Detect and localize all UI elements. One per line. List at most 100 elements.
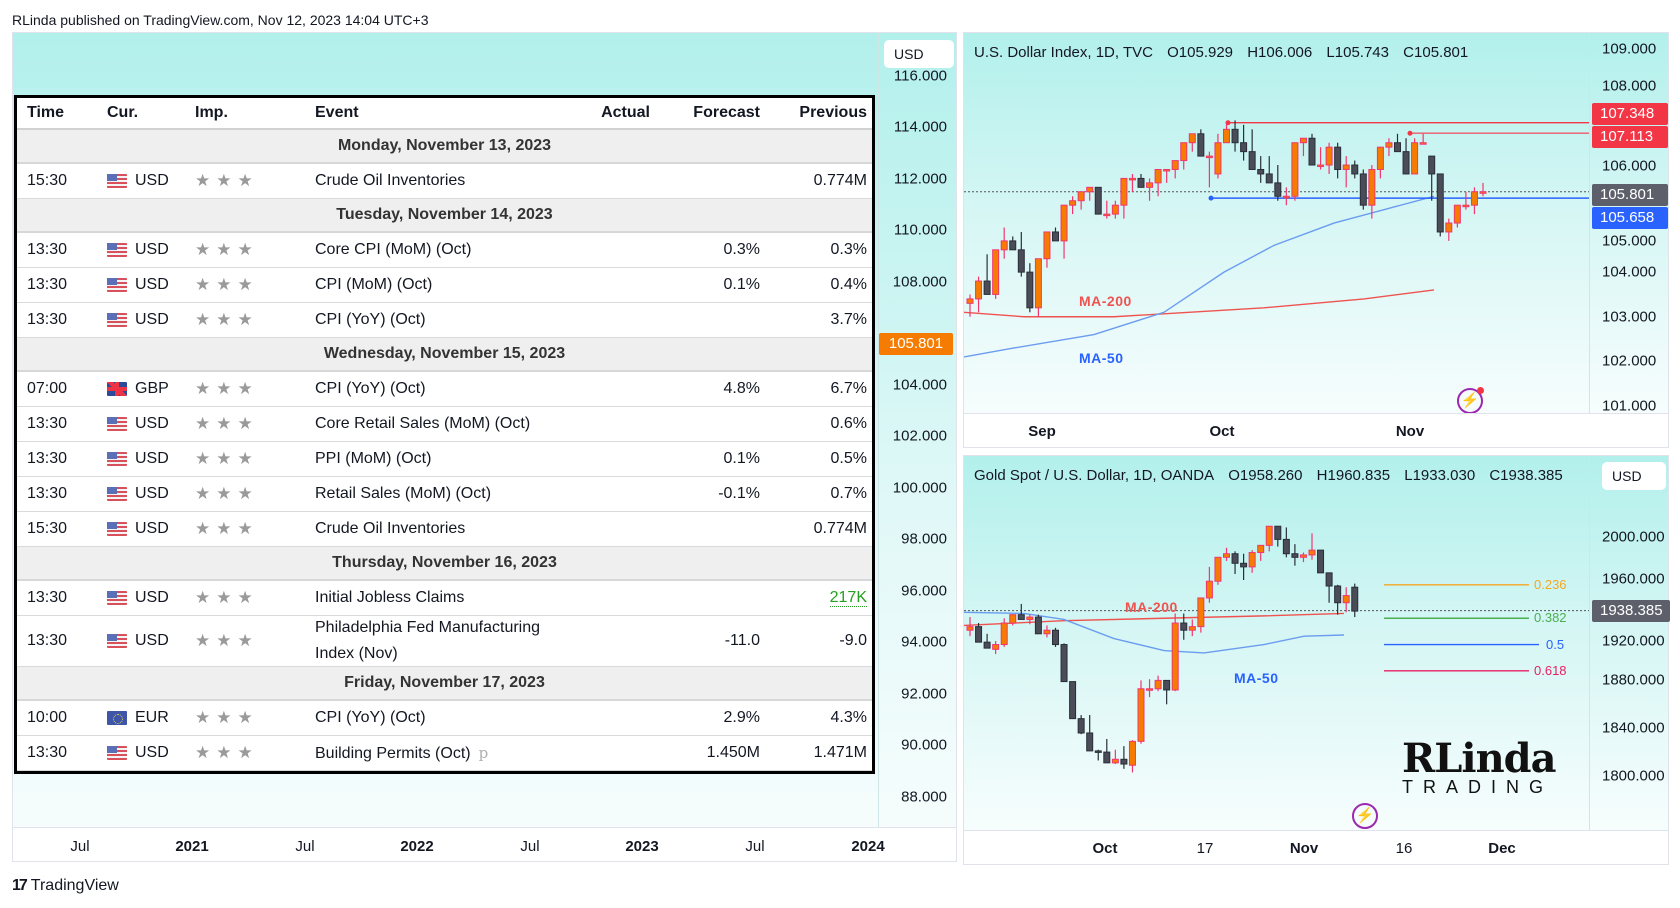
table-row[interactable]: 15:30 USD ★ ★ ★ Crude Oil Inventories 0.774M [17, 164, 872, 199]
candle [1231, 551, 1239, 575]
event-title[interactable]: CPI (YoY) (Oct) [315, 380, 426, 397]
star-icon: ★ [216, 171, 232, 190]
event-title[interactable]: Initial Jobless Claims [315, 589, 465, 606]
candle [1470, 187, 1478, 215]
event-name[interactable]: CPI (YoY) (Oct) [315, 307, 570, 333]
candle [1069, 681, 1077, 720]
event-title[interactable]: Building Permits (Oct) [315, 744, 471, 762]
lightning-icon[interactable]: ⚡ [1457, 387, 1484, 413]
table-row[interactable]: 13:30 USD ★ ★ ★ PPI (MoM) (Oct) 0.1% 0.5% [17, 442, 872, 477]
dxy-plot-area[interactable]: U.S. Dollar Index, 1D, TVC O105.929 H106… [964, 33, 1589, 413]
dxy-time-axis[interactable]: Sep Oct Nov [964, 413, 1668, 447]
time-tick-label: Nov [1289, 840, 1319, 857]
candle [1060, 204, 1068, 259]
event-name[interactable]: PPI (MoM) (Oct) [315, 446, 570, 472]
candle [1171, 160, 1179, 179]
currency-code: USD [135, 485, 169, 502]
currency-code: USD [135, 241, 169, 258]
ma50-line [964, 195, 1435, 358]
event-name[interactable]: Core Retail Sales (MoM) (Oct) [315, 411, 570, 437]
candle [1188, 619, 1196, 637]
star-icon: ★ [216, 484, 232, 503]
line-anchor-handle[interactable] [1407, 130, 1413, 136]
time-tick-label: Nov [1395, 423, 1425, 440]
candle [1103, 738, 1111, 764]
gold-chart-panel[interactable]: Gold Spot / U.S. Dollar, 1D, OANDA O1958… [963, 455, 1670, 865]
importance-stars: ★ ★ ★ [195, 519, 315, 539]
price-tick-label: 116.000 [893, 67, 947, 85]
lightning-icon[interactable]: ⚡ [1352, 803, 1378, 829]
candle [1223, 547, 1230, 561]
gold-price-axis[interactable]: USD 2000.000 1960.000 1920.000 1880.000 1840… [1589, 456, 1670, 830]
event-title[interactable]: CPI (YoY) (Oct) [315, 311, 426, 328]
tradingview-footer[interactable]: 17 TradingView [12, 877, 119, 895]
star-icon: ★ [195, 310, 211, 329]
gold-time-axis[interactable]: Oct 17 Nov 16 Dec [964, 830, 1668, 864]
dxy-price-axis[interactable]: 107.348 107.113 105.801 105.658 109.000 108.0… [1589, 33, 1668, 415]
price-tick-label: 105.000 [1602, 232, 1657, 250]
table-row[interactable]: 13:30 USD ★ ★ ★ CPI (YoY) (Oct) 3.7% [17, 303, 872, 338]
currency-badge[interactable]: USD [1602, 462, 1666, 490]
candle [1325, 142, 1333, 174]
gold-low: L1933.030 [1404, 467, 1476, 484]
event-title[interactable]: Philadelphia Fed Manufacturing Index (No… [315, 619, 541, 662]
price-tick-label: 104.000 [1602, 263, 1657, 281]
event-title[interactable]: Crude Oil Inventories [315, 520, 466, 537]
importance-stars: ★ ★ ★ [195, 708, 315, 728]
table-row[interactable]: 15:30 USD ★ ★ ★ Crude Oil Inventories 0.774M [17, 512, 872, 547]
importance-stars: ★ ★ ★ [195, 743, 315, 763]
table-row[interactable]: 13:30 USD ★ ★ ★ Retail Sales (MoM) (Oct) -0.1%… [17, 477, 872, 512]
event-name[interactable]: CPI (YoY) (Oct) [315, 376, 570, 402]
event-name[interactable]: Philadelphia Fed Manufacturing Index (No… [315, 615, 570, 667]
event-name[interactable]: Core CPI (MoM) (Oct) [315, 237, 570, 263]
table-row[interactable]: 13:30 USD ★ ★ ★ Initial Jobless Claims 217K [17, 581, 872, 616]
table-row[interactable]: 13:30 USD ★ ★ ★ Philadelphia Fed Manufacturin… [17, 616, 872, 667]
event-previous: 1.471M [760, 744, 867, 762]
table-row[interactable]: 13:30 USD ★ ★ ★ Core CPI (MoM) (Oct) 0.3% 0.3% [17, 233, 872, 268]
gold-plot-area[interactable]: Gold Spot / U.S. Dollar, 1D, OANDA O1958… [964, 456, 1589, 830]
gb-flag-icon [107, 382, 127, 396]
currency-code: USD [135, 520, 169, 537]
star-icon: ★ [237, 743, 253, 762]
event-title[interactable]: Core CPI (MoM) (Oct) [315, 241, 472, 258]
table-row[interactable]: 10:00 EUR ★ ★ ★ CPI (YoY) (Oct) 2.9% 4.3% [17, 701, 872, 736]
event-title[interactable]: CPI (YoY) (Oct) [315, 709, 426, 726]
event-title[interactable]: CPI (MoM) (Oct) [315, 276, 433, 293]
candle [1248, 550, 1256, 573]
event-title[interactable]: PPI (MoM) (Oct) [315, 450, 432, 467]
candle [1017, 603, 1025, 620]
event-title[interactable]: Core Retail Sales (MoM) (Oct) [315, 415, 531, 432]
event-title[interactable]: Crude Oil Inventories [315, 172, 466, 189]
table-row[interactable]: 13:30 USD ★ ★ ★ CPI (MoM) (Oct) 0.1% 0.4% [17, 268, 872, 303]
header-previous: Previous [799, 104, 867, 121]
event-currency: USD [107, 172, 195, 190]
event-time: 13:30 [27, 632, 68, 649]
time-tick-label: 2023 [625, 838, 659, 855]
event-name[interactable]: Retail Sales (MoM) (Oct) [315, 481, 570, 507]
dxy-chart-panel[interactable]: U.S. Dollar Index, 1D, TVC O105.929 H106… [963, 32, 1669, 448]
candle [1402, 138, 1410, 175]
us-flag-icon [107, 278, 127, 292]
candle [1325, 572, 1333, 603]
event-time: 13:30 [27, 241, 68, 258]
currency-badge[interactable]: USD [884, 40, 954, 68]
event-name[interactable]: Building Permits (Oct) p [315, 740, 570, 767]
candle [966, 617, 974, 637]
time-tick-label: Jul [70, 838, 90, 855]
candle [1094, 749, 1102, 761]
table-row[interactable]: 07:00 GBP ★ ★ ★ CPI (YoY) (Oct) 4.8% 6.7% [17, 372, 872, 407]
event-name[interactable]: Crude Oil Inventories [315, 516, 570, 542]
event-name[interactable]: CPI (MoM) (Oct) [315, 272, 570, 298]
line-anchor-handle[interactable] [1208, 195, 1214, 201]
left-time-axis[interactable]: Jul 2021 Jul 2022 Jul 2023 Jul 2024 [13, 827, 956, 861]
event-name[interactable]: Crude Oil Inventories [315, 168, 570, 194]
event-name[interactable]: CPI (YoY) (Oct) [315, 705, 570, 731]
event-title[interactable]: Retail Sales (MoM) (Oct) [315, 485, 492, 502]
gold-high: H1960.835 [1316, 467, 1391, 484]
left-price-axis[interactable]: 116.000 114.000 112.000 110.000 108.000 104.0… [879, 33, 957, 827]
event-name[interactable]: Initial Jobless Claims [315, 585, 570, 611]
table-row[interactable]: 13:30 USD ★ ★ ★ Core Retail Sales (MoM) (Oct)… [17, 407, 872, 442]
us-flag-icon [107, 174, 127, 188]
table-row[interactable]: 13:30 USD ★ ★ ★ Building Permits (Oct) p 1.450M… [17, 736, 872, 771]
event-time: 15:30 [27, 172, 68, 189]
